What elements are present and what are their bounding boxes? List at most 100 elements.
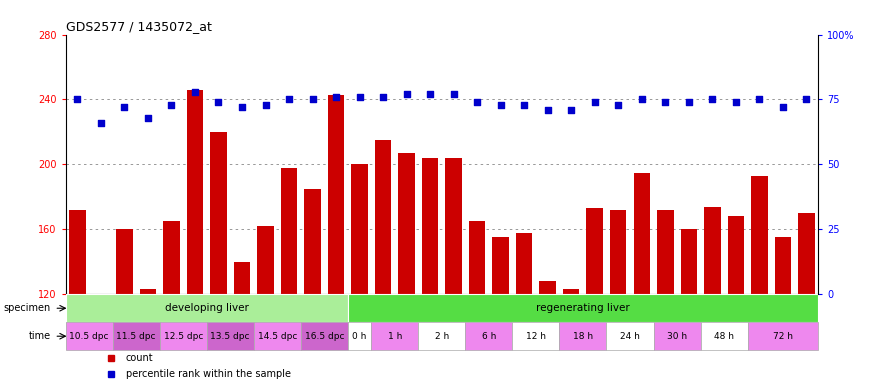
Point: [212, 99, 226, 105]
Text: 14.5 dpc: 14.5 dpc: [257, 332, 297, 341]
Point: [470, 99, 484, 105]
Bar: [469, 221, 486, 294]
Text: percentile rank within the sample: percentile rank within the sample: [126, 369, 290, 379]
Point: [612, 102, 626, 108]
Bar: [418, 322, 466, 350]
Bar: [93, 294, 109, 296]
Bar: [164, 221, 179, 294]
Text: 24 h: 24 h: [620, 332, 640, 341]
Bar: [563, 290, 579, 294]
Bar: [540, 281, 556, 294]
Bar: [348, 294, 818, 322]
Point: [329, 94, 343, 100]
Bar: [66, 294, 348, 322]
Bar: [516, 233, 532, 294]
Text: 12.5 dpc: 12.5 dpc: [164, 332, 203, 341]
Point: [517, 102, 531, 108]
Point: [446, 91, 460, 98]
Point: [70, 96, 84, 103]
Text: 12 h: 12 h: [526, 332, 546, 341]
Bar: [445, 158, 462, 294]
Point: [235, 104, 249, 110]
Bar: [301, 322, 348, 350]
Text: 11.5 dpc: 11.5 dpc: [116, 332, 156, 341]
Point: [117, 104, 131, 110]
Point: [164, 102, 178, 108]
Bar: [747, 322, 818, 350]
Bar: [513, 322, 559, 350]
Bar: [610, 210, 626, 294]
Bar: [559, 322, 606, 350]
Bar: [328, 94, 344, 294]
Bar: [466, 322, 513, 350]
Bar: [69, 210, 86, 294]
Bar: [186, 90, 203, 294]
Point: [682, 99, 696, 105]
Text: 6 h: 6 h: [482, 332, 496, 341]
Bar: [206, 322, 254, 350]
Bar: [352, 164, 367, 294]
Point: [188, 89, 202, 95]
Text: developing liver: developing liver: [164, 303, 248, 313]
Text: 72 h: 72 h: [773, 332, 793, 341]
Bar: [234, 262, 250, 294]
Bar: [657, 210, 674, 294]
Point: [424, 91, 438, 98]
Text: 1 h: 1 h: [388, 332, 402, 341]
Text: 30 h: 30 h: [667, 332, 687, 341]
Bar: [774, 237, 791, 294]
Point: [541, 107, 555, 113]
Point: [729, 99, 743, 105]
Text: regenerating liver: regenerating liver: [536, 303, 630, 313]
Bar: [586, 208, 603, 294]
Bar: [254, 322, 301, 350]
Text: GDS2577 / 1435072_at: GDS2577 / 1435072_at: [66, 20, 212, 33]
Point: [776, 104, 790, 110]
Point: [493, 102, 507, 108]
Point: [752, 96, 766, 103]
Bar: [371, 322, 418, 350]
Bar: [798, 213, 815, 294]
Bar: [160, 322, 206, 350]
Bar: [116, 229, 133, 294]
Text: count: count: [126, 353, 153, 362]
Text: 10.5 dpc: 10.5 dpc: [69, 332, 108, 341]
Point: [141, 114, 155, 121]
Bar: [113, 322, 160, 350]
Bar: [66, 322, 113, 350]
Point: [400, 91, 414, 98]
Bar: [398, 153, 415, 294]
Bar: [606, 322, 654, 350]
Point: [353, 94, 367, 100]
Bar: [281, 168, 298, 294]
Bar: [348, 322, 371, 350]
Point: [658, 99, 672, 105]
Text: time: time: [29, 331, 51, 341]
Bar: [374, 140, 391, 294]
Point: [258, 102, 272, 108]
Bar: [704, 207, 720, 294]
Bar: [257, 226, 274, 294]
Bar: [140, 290, 156, 294]
Bar: [654, 322, 701, 350]
Bar: [681, 229, 697, 294]
Point: [282, 96, 296, 103]
Point: [376, 94, 390, 100]
Point: [634, 96, 648, 103]
Text: 2 h: 2 h: [435, 332, 449, 341]
Bar: [634, 172, 650, 294]
Point: [705, 96, 719, 103]
Point: [564, 107, 578, 113]
Text: 18 h: 18 h: [573, 332, 593, 341]
Point: [94, 120, 108, 126]
Bar: [304, 189, 321, 294]
Text: 48 h: 48 h: [714, 332, 734, 341]
Text: 0 h: 0 h: [353, 332, 367, 341]
Point: [305, 96, 319, 103]
Text: specimen: specimen: [4, 303, 51, 313]
Bar: [493, 237, 509, 294]
Text: 13.5 dpc: 13.5 dpc: [211, 332, 250, 341]
Text: 16.5 dpc: 16.5 dpc: [304, 332, 344, 341]
Bar: [728, 216, 744, 294]
Bar: [210, 132, 227, 294]
